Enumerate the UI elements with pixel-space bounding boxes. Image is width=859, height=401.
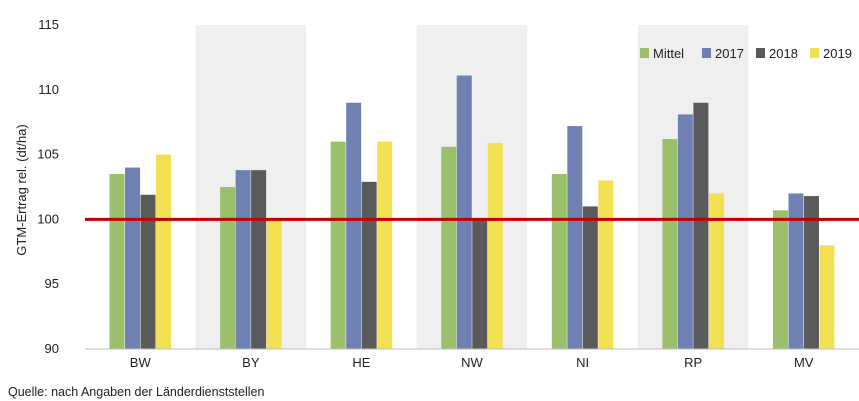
bar-bw-2019 xyxy=(156,154,172,349)
category-band-mv xyxy=(748,25,859,349)
bar-by-2018 xyxy=(251,170,267,349)
bar-nw-2018 xyxy=(472,219,488,349)
legend-label-mittel: Mittel xyxy=(653,46,684,61)
category-band-nw xyxy=(416,25,528,349)
x-tick-label-mv: MV xyxy=(794,355,814,370)
legend-swatch-2018 xyxy=(756,48,765,58)
bar-he-2019 xyxy=(377,141,393,349)
bar-he-mittel xyxy=(330,141,346,349)
category-band-rp xyxy=(637,25,749,349)
x-tick-label-nw: NW xyxy=(461,355,483,370)
y-axis-title: GTM-Ertrag rel. (dt/ha) xyxy=(14,124,29,255)
bar-nw-mittel xyxy=(441,146,457,349)
category-band-by xyxy=(195,25,307,349)
legend-label-2018: 2018 xyxy=(769,46,798,61)
bar-by-2019 xyxy=(266,219,282,349)
bars xyxy=(109,75,835,349)
bar-by-2017 xyxy=(235,170,251,349)
y-tick-label-95: 95 xyxy=(45,276,59,291)
bar-mv-mittel xyxy=(772,210,788,349)
source-note: Quelle: nach Angaben der Länderdienstste… xyxy=(8,385,264,399)
y-tick-label-105: 105 xyxy=(37,147,59,162)
bar-rp-2019 xyxy=(708,193,724,349)
bar-ni-2019 xyxy=(598,180,614,349)
bar-rp-2017 xyxy=(677,114,693,349)
x-tick-label-he: HE xyxy=(352,355,370,370)
category-bands xyxy=(85,25,859,349)
bar-ni-mittel xyxy=(551,174,567,349)
bar-he-2018 xyxy=(361,181,377,349)
category-band-bw xyxy=(85,25,196,349)
legend-swatch-mittel xyxy=(640,48,649,58)
legend-swatch-2017 xyxy=(702,48,711,58)
y-tick-label-110: 110 xyxy=(38,82,59,97)
bar-nw-2017 xyxy=(456,75,472,349)
y-tick-label-90: 90 xyxy=(45,341,59,356)
x-tick-label-by: BY xyxy=(242,355,260,370)
bar-bw-mittel xyxy=(109,174,125,349)
bar-rp-mittel xyxy=(662,139,678,349)
category-band-ni xyxy=(527,25,638,349)
x-tick-label-rp: RP xyxy=(684,355,702,370)
legend-label-2017: 2017 xyxy=(715,46,744,61)
bar-bw-2018 xyxy=(140,194,156,349)
bar-by-mittel xyxy=(220,187,236,349)
x-axis: BW BY HE NW NI RP MV xyxy=(85,348,859,370)
bar-mv-2019 xyxy=(819,245,835,349)
y-tick-label-100: 100 xyxy=(37,211,59,226)
bar-he-2017 xyxy=(346,102,362,349)
legend-swatch-2019 xyxy=(810,48,819,58)
legend: Mittel 2017 2018 2019 xyxy=(640,46,852,61)
bar-ni-2017 xyxy=(567,126,583,349)
x-tick-label-bw: BW xyxy=(130,355,152,370)
bar-mv-2018 xyxy=(803,196,819,349)
bar-nw-2019 xyxy=(487,142,503,349)
bar-mv-2017 xyxy=(788,193,804,349)
category-band-he xyxy=(306,25,417,349)
legend-label-2019: 2019 xyxy=(823,46,852,61)
x-tick-label-ni: NI xyxy=(576,355,589,370)
y-tick-label-115: 115 xyxy=(38,17,59,32)
bar-rp-2018 xyxy=(693,102,709,349)
bar-ni-2018 xyxy=(582,206,598,349)
y-axis: 90 95 100 105 110 115 xyxy=(37,17,59,356)
bar-bw-2017 xyxy=(125,167,141,349)
